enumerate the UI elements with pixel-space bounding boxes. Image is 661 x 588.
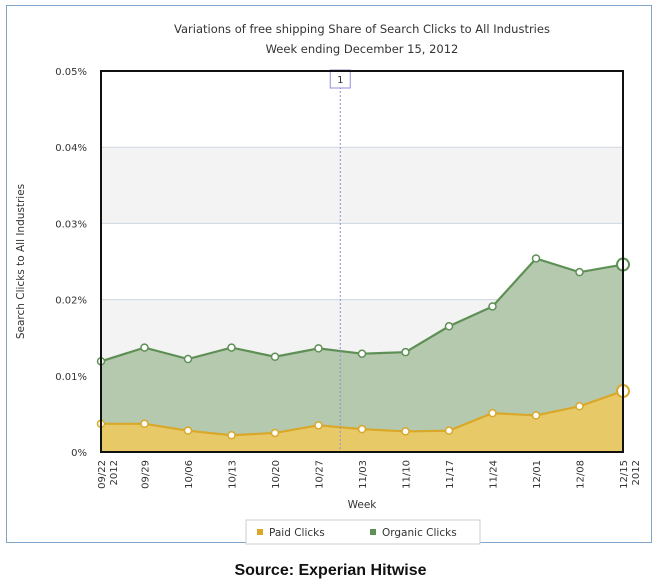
legend-swatch [257, 529, 263, 535]
x-tick-label: 12/15 2012 [619, 460, 642, 489]
source-caption: Source: Experian Hitwise [234, 562, 427, 579]
x-tick-label: 11/03 [358, 460, 369, 489]
organic-clicks-point [140, 343, 149, 352]
x-tick-label-line: 11/24 [489, 460, 500, 489]
legend-box [245, 519, 481, 545]
y-tick-label: 0.02% [55, 296, 87, 307]
x-tick-label: 09/29 [141, 460, 152, 489]
paid-clicks-point [488, 408, 497, 418]
x-tick-label-line: 10/06 [184, 460, 195, 489]
y-tick-label: 0.03% [55, 219, 87, 230]
x-tick-label-line: 2012 [631, 460, 642, 485]
x-tick-label: 10/27 [315, 460, 326, 489]
x-tick-label: 11/24 [489, 460, 500, 489]
y-tick-label: 0.01% [55, 372, 87, 383]
organic-clicks-point [531, 254, 541, 263]
paid-clicks-point [444, 426, 454, 435]
y-tick-label: 0.04% [55, 143, 87, 154]
annotation-label: 1 [337, 75, 343, 86]
legend-label: Organic Clicks [382, 527, 457, 539]
x-tick-label-line: 10/20 [271, 460, 282, 489]
plot-border [100, 70, 624, 453]
organic-clicks-point [488, 302, 497, 311]
chart-title: Variations of free shipping Share of Sea… [174, 22, 550, 36]
legend-label: Paid Clicks [269, 527, 325, 539]
legend-swatch [370, 529, 376, 535]
paid-clicks-point [531, 411, 541, 420]
y-tick-label: 0% [71, 448, 87, 459]
x-tick-label-line: 2012 [109, 460, 120, 485]
x-tick-label-line: 11/10 [402, 460, 413, 489]
organic-clicks-point [314, 344, 323, 353]
grid-band [101, 147, 623, 224]
chart-svg: Variations of free shipping Share of Sea… [15, 22, 642, 545]
organic-clicks-point [401, 347, 410, 357]
organic-clicks-point [227, 343, 236, 352]
x-tick-label-line: 12/01 [532, 460, 543, 489]
y-axis-title: Search Clicks to All Industries [15, 184, 27, 339]
chart-subtitle: Week ending December 15, 2012 [266, 42, 459, 56]
paid-clicks-point [575, 402, 584, 411]
paid-clicks-point [401, 427, 410, 436]
y-tick-label: 0.05% [55, 67, 87, 78]
organic-clicks-point [444, 322, 454, 331]
x-tick-label-line: 09/22 [97, 460, 108, 489]
organic-clicks-point [357, 349, 367, 358]
x-tick-label: 11/17 [445, 460, 456, 489]
organic-clicks-point [270, 352, 280, 361]
x-tick-label: 10/20 [271, 460, 282, 489]
x-tick-label: 10/06 [184, 460, 195, 489]
x-tick-label-line: 10/27 [315, 460, 326, 489]
x-tick-label: 09/22 2012 [97, 460, 120, 489]
x-tick-label-line: 09/29 [141, 460, 152, 489]
organic-clicks-point [183, 354, 193, 364]
paid-clicks-point [314, 421, 323, 430]
x-tick-label-line: 10/13 [228, 460, 239, 489]
paid-clicks-point [270, 428, 280, 438]
organic-clicks-point [575, 267, 584, 277]
paid-clicks-point [183, 426, 193, 435]
x-tick-label-line: 11/17 [445, 460, 456, 489]
x-tick-label: 10/13 [228, 460, 239, 489]
x-tick-label: 12/08 [576, 460, 587, 489]
x-tick-label-line: 12/08 [576, 460, 587, 489]
x-tick-label: 12/01 [532, 460, 543, 489]
x-tick-label-line: 11/03 [358, 460, 369, 489]
paid-clicks-point [227, 430, 236, 440]
paid-clicks-point [357, 424, 367, 434]
paid-clicks-point [140, 419, 149, 429]
legend: Paid Clicks Organic Clicks [245, 519, 481, 545]
x-tick-label: 11/10 [402, 460, 413, 489]
organic-clicks-area [101, 258, 623, 436]
x-axis-title: Week [348, 499, 378, 511]
x-tick-label-line: 12/15 [619, 460, 630, 489]
